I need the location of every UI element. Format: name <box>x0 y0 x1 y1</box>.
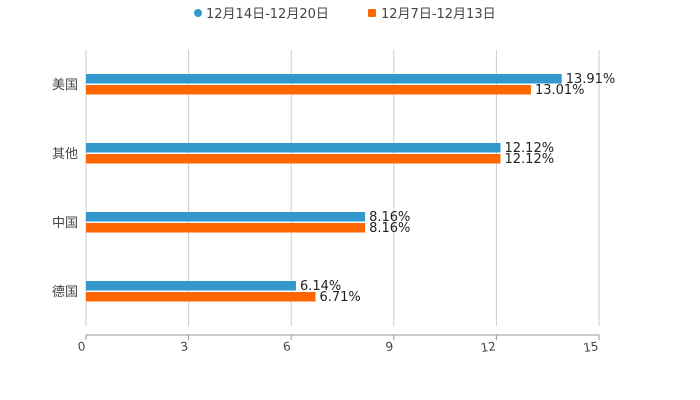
category-label: 中国 <box>52 216 78 231</box>
x-axis: 0 3 6 9 12 15 <box>77 334 600 355</box>
grid <box>85 50 600 326</box>
data-label: 6.14% <box>300 279 341 294</box>
bar <box>86 292 316 302</box>
bar <box>86 281 296 291</box>
bar <box>86 223 366 233</box>
category-label: 其他 <box>52 147 78 162</box>
legend-label: 12月14日-12月20日 <box>206 7 329 22</box>
x-tick-label: 3 <box>180 339 190 354</box>
bar <box>86 143 501 153</box>
legend: 12月14日-12月20日 12月7日-12月13日 <box>194 7 496 22</box>
bars: 美国 13.91%13.01% 其他 12.12%12.12% 中国 8.16%8.16%… <box>52 72 615 305</box>
data-label: 13.91% <box>566 72 616 87</box>
data-label: 6.71% <box>319 290 360 305</box>
data-label: 12.12% <box>505 152 555 167</box>
data-label: 8.16% <box>369 210 410 225</box>
bar <box>86 212 366 222</box>
category-label: 德国 <box>52 285 78 300</box>
x-tick-label: 9 <box>385 339 395 354</box>
x-tick-label: 12 <box>480 339 497 355</box>
data-label: 8.16% <box>369 221 410 236</box>
legend-label: 12月7日-12月13日 <box>381 7 496 22</box>
data-label: 13.01% <box>535 83 585 98</box>
data-label: 12.12% <box>505 141 555 156</box>
legend-marker <box>368 9 376 17</box>
x-tick-label: 0 <box>77 339 87 354</box>
x-tick-label: 6 <box>282 339 292 354</box>
legend-marker <box>194 9 202 17</box>
bar <box>86 74 562 84</box>
category-label: 美国 <box>52 78 78 93</box>
x-tick-label: 15 <box>582 339 599 355</box>
bar <box>86 154 501 164</box>
bar <box>86 85 531 95</box>
